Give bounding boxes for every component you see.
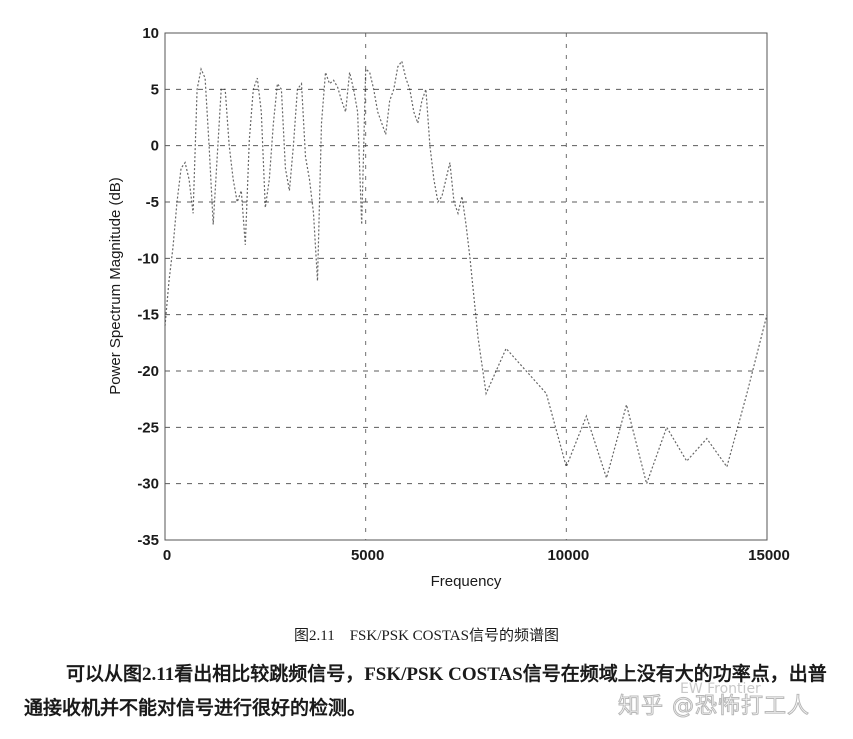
y-tick-label: -20 xyxy=(137,363,159,380)
y-tick-label: 5 xyxy=(151,81,159,98)
y-tick-label: -25 xyxy=(137,419,159,436)
y-tick-label: -30 xyxy=(137,476,159,493)
figure-caption: 图2.11 FSK/PSK COSTAS信号的频谱图 xyxy=(294,628,559,644)
watermark-sub: EW Frontier xyxy=(680,681,761,697)
x-tick-label: 10000 xyxy=(547,547,589,564)
x-tick-label: 5000 xyxy=(351,547,384,564)
spectrum-trace xyxy=(164,59,768,486)
y-tick-label: -15 xyxy=(137,307,159,324)
y-tick-label: -5 xyxy=(146,194,159,211)
plot-frame xyxy=(164,32,768,541)
chart-grid xyxy=(164,32,768,541)
y-tick-label: 0 xyxy=(151,138,159,155)
x-axis-ticks: 0 5000 10000 15000 xyxy=(163,547,790,564)
y-axis-ticks: 10 5 0 -5 -10 -15 -20 -25 -30 -35 xyxy=(137,25,159,549)
y-tick-label: -10 xyxy=(137,250,159,267)
y-axis-label: Power Spectrum Magnitude (dB) xyxy=(107,177,124,395)
x-tick-label: 15000 xyxy=(748,547,790,564)
y-tick-label: 10 xyxy=(142,25,159,42)
body-paragraph: 可以从图2.11看出相比较跳频信号，FSK/PSK COSTAS信号在频域上没有… xyxy=(24,664,827,719)
y-tick-label: -35 xyxy=(137,532,159,549)
spectrum-chart: 10 5 0 -5 -10 -15 -20 -25 -30 -35 0 5000 10000 15000… xyxy=(107,25,790,590)
x-tick-label: 0 xyxy=(163,547,171,564)
spectrum-line xyxy=(164,59,768,486)
watermark-main: 知乎 @恐怖打工人 xyxy=(618,694,810,720)
x-axis-label: Frequency xyxy=(431,573,502,590)
